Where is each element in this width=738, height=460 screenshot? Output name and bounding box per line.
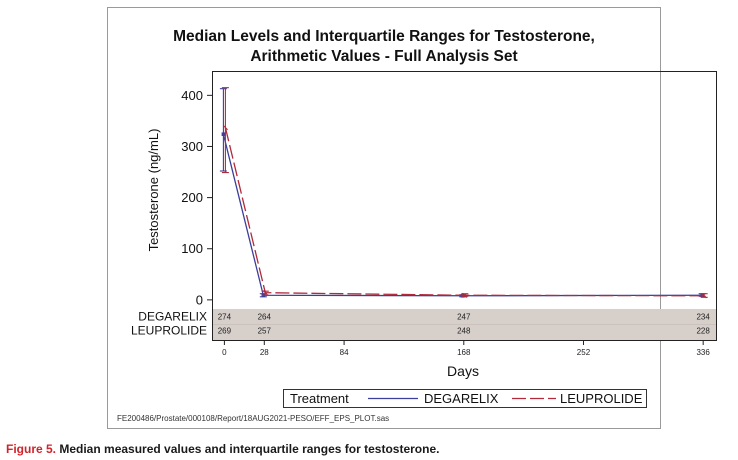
median-marker-leuprolide-day-336 bbox=[701, 293, 707, 299]
footnote: FE200486/Prostate/000108/Report/18AUG202… bbox=[117, 414, 389, 423]
at-risk-label-leuprolide: LEUPROLIDE bbox=[131, 324, 207, 338]
chart-title-line-2: Arithmetic Values - Full Analysis Set bbox=[250, 48, 517, 65]
median-marker-leuprolide-day-168 bbox=[462, 292, 468, 298]
at-risk-leuprolide-day-0: 269 bbox=[218, 327, 232, 336]
at-risk-leuprolide-day-168: 248 bbox=[457, 327, 471, 336]
legend-frame bbox=[283, 389, 647, 408]
y-tick-label-0: 0 bbox=[196, 292, 203, 307]
plot-frame bbox=[212, 71, 717, 341]
at-risk-degarelix-day-28: 264 bbox=[258, 313, 272, 322]
x-tick-label-168: 168 bbox=[457, 348, 471, 357]
legend-title: Treatment bbox=[290, 391, 349, 406]
legend-label-degarelix: DEGARELIX bbox=[424, 391, 499, 406]
at-risk-leuprolide-day-336: 228 bbox=[696, 327, 710, 336]
series-line-leuprolide bbox=[224, 127, 705, 297]
chart-title-line-1: Median Levels and Interquartile Ranges f… bbox=[173, 28, 595, 45]
x-axis: 0 28 84 168 252 336 bbox=[222, 340, 710, 357]
series-layer bbox=[219, 87, 708, 299]
x-tick-label-252: 252 bbox=[577, 348, 591, 357]
at-risk-table: DEGARELIX 274 264 247 234 LEUPROLIDE 269 257 248… bbox=[131, 309, 716, 340]
figure-chart: Median Levels and Interquartile Ranges f… bbox=[107, 7, 717, 429]
caption-label: Figure 5. bbox=[6, 442, 57, 456]
figure-caption: Figure 5. Median measured values and int… bbox=[6, 442, 439, 456]
at-risk-label-degarelix: DEGARELIX bbox=[138, 310, 207, 324]
median-marker-leuprolide-day-0 bbox=[222, 124, 228, 131]
caption-text: Median measured values and interquartile… bbox=[56, 442, 440, 456]
legend-label-leuprolide: LEUPROLIDE bbox=[560, 391, 643, 406]
y-axis: 0 100 200 300 400 bbox=[181, 88, 213, 307]
median-marker-degarelix-day-0 bbox=[221, 132, 226, 136]
x-axis-label: Days bbox=[447, 363, 479, 379]
median-marker-leuprolide-day-28 bbox=[262, 290, 268, 296]
outer-frame bbox=[107, 7, 661, 429]
legend: Treatment DEGARELIX LEUPROLIDE bbox=[283, 389, 647, 408]
x-tick-label-336: 336 bbox=[696, 348, 710, 357]
y-tick-label-200: 200 bbox=[181, 190, 203, 205]
y-tick-label-400: 400 bbox=[181, 88, 203, 103]
at-risk-leuprolide-day-28: 257 bbox=[258, 327, 272, 336]
x-tick-label-28: 28 bbox=[260, 348, 269, 357]
at-risk-degarelix-day-0: 274 bbox=[218, 313, 232, 322]
y-axis-label: Testosterone (ng/mL) bbox=[146, 129, 161, 252]
x-tick-label-84: 84 bbox=[340, 348, 349, 357]
y-tick-label-100: 100 bbox=[181, 241, 203, 256]
at-risk-degarelix-day-168: 247 bbox=[457, 313, 471, 322]
at-risk-degarelix-day-336: 234 bbox=[696, 313, 710, 322]
x-tick-label-0: 0 bbox=[222, 348, 227, 357]
y-tick-label-300: 300 bbox=[181, 139, 203, 154]
